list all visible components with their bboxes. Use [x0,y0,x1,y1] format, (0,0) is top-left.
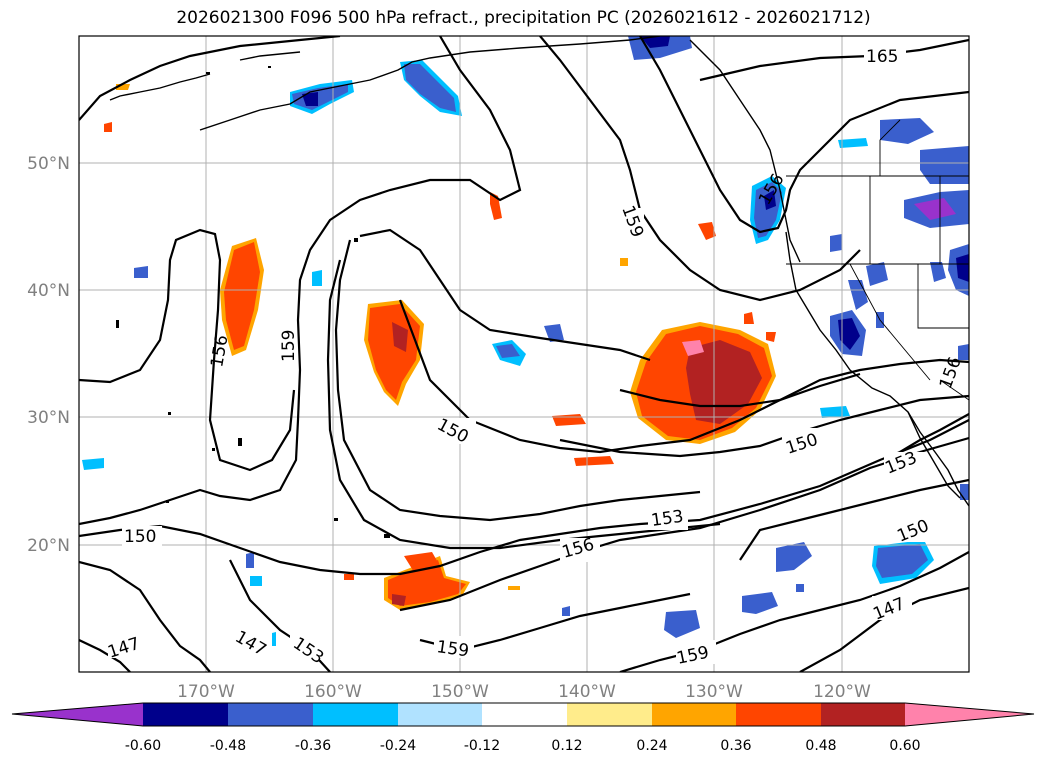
contour-label-150c: 150 [124,527,156,547]
map-panel: 165 159 159 156 156 150 150 150 153 153 … [79,36,969,672]
refractivity-contours [79,36,969,672]
colorbar: -0.60 -0.48 -0.36 -0.24 -0.12 0.12 0.24 … [11,702,1035,754]
colorbar-label: 0.12 [551,738,582,754]
lat-tick-40n: 40°N [27,281,70,301]
colorbar-bin [143,703,228,726]
colorbar-label: -0.36 [295,738,331,754]
colorbar-extend-high [905,703,1034,726]
colorbar-label: 0.24 [636,738,667,754]
lat-tick-20n: 20°N [27,536,70,556]
contour-label-153b: 153 [650,507,685,531]
colorbar-outline [11,702,1035,727]
lon-tick-170w: 170°W [177,682,235,702]
lon-tick-160w: 160°W [304,682,362,702]
colorbar-bin [652,703,736,726]
colorbar-label: -0.48 [210,738,246,754]
precip-positive-patches [104,84,776,610]
contour-label-159b: 159 [279,330,299,362]
lon-tick-120w: 120°W [813,682,871,702]
colorbar-label: 0.36 [720,738,751,754]
coastlines [109,36,969,507]
colorbar-bin [736,703,821,726]
state-borders [786,119,969,401]
colorbar-bin [567,703,652,726]
colorbar-bin [821,703,905,726]
lon-tick-140w: 140°W [558,682,616,702]
colorbar-bin [313,703,398,726]
contour-label-165: 165 [866,47,898,67]
colorbar-label: -0.60 [125,738,161,754]
lon-tick-130w: 130°W [685,682,743,702]
lat-tick-50n: 50°N [27,154,70,174]
lon-tick-labels: 170°W 160°W 150°W 140°W 130°W 120°W [177,682,871,702]
colorbar-label: 0.48 [805,738,836,754]
lat-tick-30n: 30°N [27,408,70,428]
colorbar-bin [228,703,313,726]
colorbar-bin [482,703,567,726]
lat-tick-labels: 20°N 30°N 40°N 50°N [27,154,70,556]
lon-tick-150w: 150°W [431,682,489,702]
contour-label-159c: 159 [435,637,470,661]
colorbar-label: -0.12 [464,738,500,754]
colorbar-extend-low [12,703,143,726]
colorbar-label: 0.60 [889,738,920,754]
map-title: 2026021300 F096 500 hPa refract., precip… [176,8,871,28]
colorbar-label: -0.24 [380,738,416,754]
map-frame [78,35,970,673]
colorbar-bin [398,703,482,726]
precip-negative-patches [82,36,969,646]
